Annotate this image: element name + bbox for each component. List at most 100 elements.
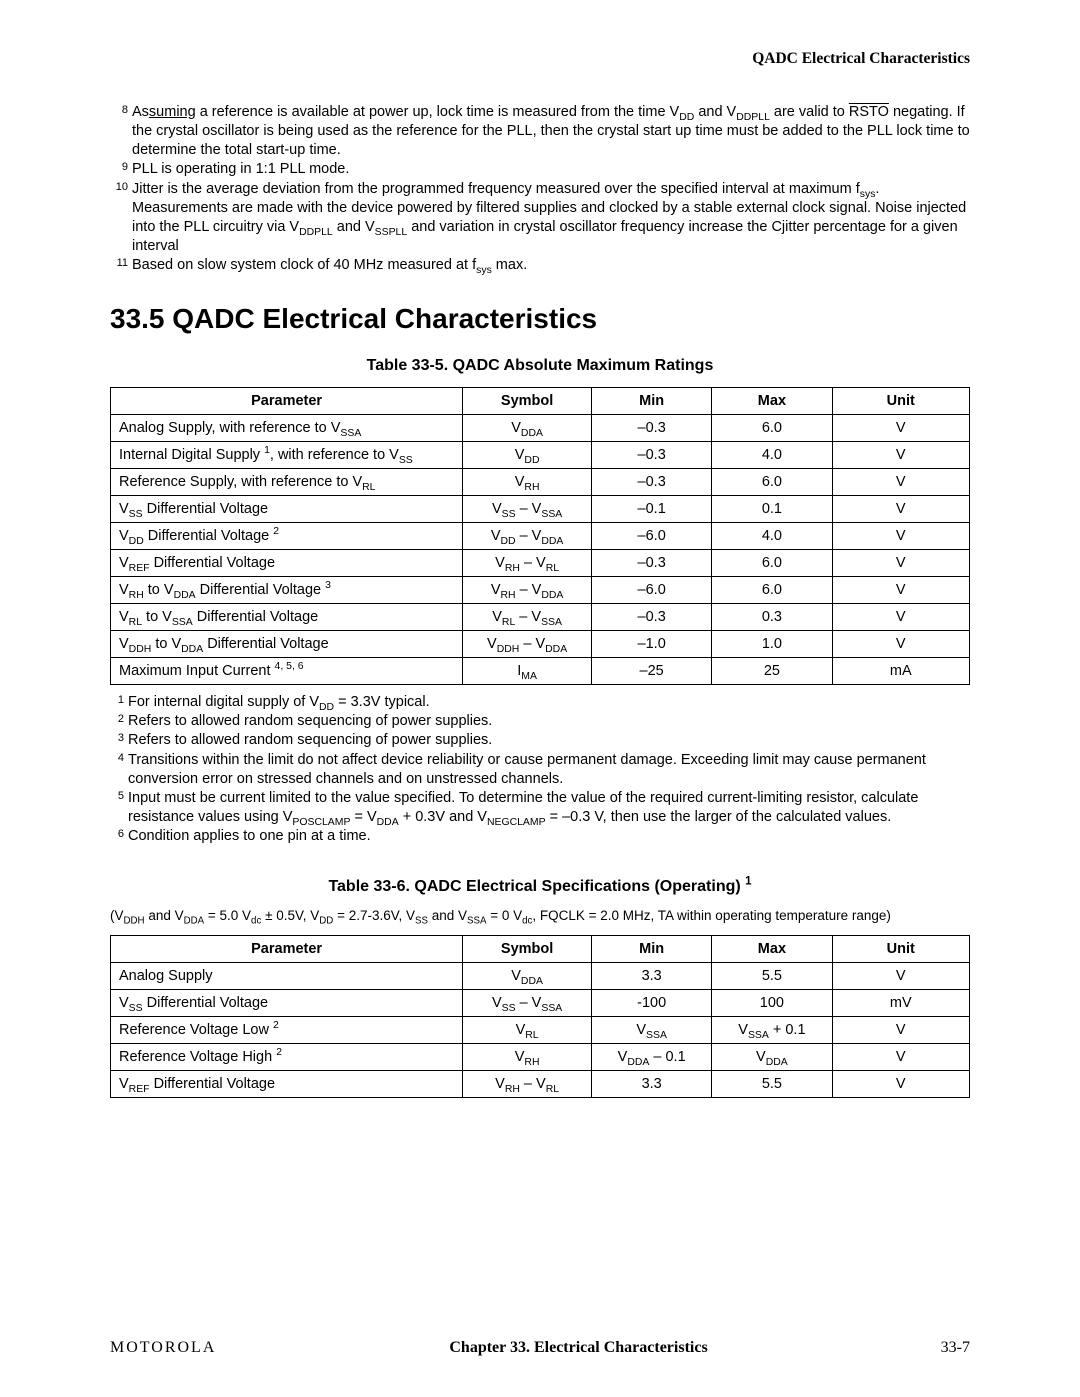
footnote-number: 6 — [110, 827, 128, 846]
footer-chapter: Chapter 33. Electrical Characteristics — [449, 1339, 707, 1357]
cell-parameter: VREF Differential Voltage — [111, 1071, 463, 1098]
cell-unit: V — [832, 604, 969, 631]
cell-max: 25 — [712, 658, 832, 685]
cell-max: 100 — [712, 990, 832, 1017]
footnote-text: Input must be current limited to the val… — [128, 789, 970, 827]
cell-symbol: VSS – VSSA — [463, 990, 592, 1017]
cell-max: 6.0 — [712, 469, 832, 496]
cell-parameter: Internal Digital Supply 1, with referenc… — [111, 442, 463, 469]
running-header: QADC Electrical Characteristics — [110, 50, 970, 68]
cell-max: 1.0 — [712, 631, 832, 658]
cell-symbol: VDDA — [463, 415, 592, 442]
cell-symbol: VRH – VDDA — [463, 577, 592, 604]
cell-max: VDDA — [712, 1044, 832, 1071]
cell-max: 6.0 — [712, 550, 832, 577]
table-title-2: Table 33-6. QADC Electrical Specificatio… — [110, 878, 970, 896]
cell-min: 3.3 — [592, 1071, 712, 1098]
cell-symbol: VDDH – VDDA — [463, 631, 592, 658]
footnote-number: 10 — [110, 180, 132, 257]
table-row: Analog Supply, with reference to VSSAVDD… — [111, 415, 970, 442]
cell-unit: V — [832, 496, 969, 523]
cell-parameter: VSS Differential Voltage — [111, 990, 463, 1017]
col-max: Max — [712, 936, 832, 963]
cell-symbol: VDD – VDDA — [463, 523, 592, 550]
cell-max: 0.1 — [712, 496, 832, 523]
col-unit: Unit — [832, 936, 969, 963]
cell-min: –0.3 — [592, 469, 712, 496]
table-row: VRH to VDDA Differential Voltage 3VRH – … — [111, 577, 970, 604]
table-header-row: Parameter Symbol Min Max Unit — [111, 388, 970, 415]
col-parameter: Parameter — [111, 388, 463, 415]
cell-parameter: VDD Differential Voltage 2 — [111, 523, 463, 550]
cell-min: –0.3 — [592, 415, 712, 442]
cell-symbol: VSS – VSSA — [463, 496, 592, 523]
top-footnotes: 8 Assuming a reference is available at p… — [110, 103, 970, 275]
table-row: VSS Differential VoltageVSS – VSSA–0.10.… — [111, 496, 970, 523]
col-max: Max — [712, 388, 832, 415]
cell-parameter: VDDH to VDDA Differential Voltage — [111, 631, 463, 658]
cell-unit: V — [832, 523, 969, 550]
cell-symbol: IMA — [463, 658, 592, 685]
table-qadc-operating: Parameter Symbol Min Max Unit Analog Sup… — [110, 935, 970, 1098]
footnote-number: 9 — [110, 160, 132, 179]
cell-parameter: Maximum Input Current 4, 5, 6 — [111, 658, 463, 685]
cell-unit: mV — [832, 990, 969, 1017]
cell-symbol: VRH – VRL — [463, 550, 592, 577]
col-min: Min — [592, 936, 712, 963]
footer-brand: MOTOROLA — [110, 1339, 216, 1357]
footer-page-number: 33-7 — [941, 1339, 970, 1357]
table-row: VREF Differential VoltageVRH – VRL3.35.5… — [111, 1071, 970, 1098]
col-unit: Unit — [832, 388, 969, 415]
footnote-text: Jitter is the average deviation from the… — [132, 180, 970, 257]
cell-min: –0.1 — [592, 496, 712, 523]
operating-conditions: (VDDH and VDDA = 5.0 Vdc ± 0.5V, VDD = 2… — [110, 908, 970, 923]
table-row: VDD Differential Voltage 2VDD – VDDA–6.0… — [111, 523, 970, 550]
footnote-text: Based on slow system clock of 40 MHz mea… — [132, 256, 970, 275]
cell-symbol: VDDA — [463, 963, 592, 990]
cell-min: –0.3 — [592, 604, 712, 631]
cell-parameter: Analog Supply, with reference to VSSA — [111, 415, 463, 442]
cell-parameter: Reference Voltage Low 2 — [111, 1017, 463, 1044]
page-footer: MOTOROLA Chapter 33. Electrical Characte… — [110, 1339, 970, 1357]
table-row: Reference Voltage High 2VRHVDDA – 0.1VDD… — [111, 1044, 970, 1071]
cell-min: –25 — [592, 658, 712, 685]
mid-footnotes: 1 For internal digital supply of VDD = 3… — [110, 693, 970, 846]
footnote-number: 2 — [110, 712, 128, 731]
table-row: Maximum Input Current 4, 5, 6IMA–2525mA — [111, 658, 970, 685]
cell-min: VDDA – 0.1 — [592, 1044, 712, 1071]
cell-symbol: VDD — [463, 442, 592, 469]
cell-unit: V — [832, 1017, 969, 1044]
col-symbol: Symbol — [463, 388, 592, 415]
cell-max: 6.0 — [712, 577, 832, 604]
cell-parameter: Reference Supply, with reference to VRL — [111, 469, 463, 496]
footnote-number: 3 — [110, 731, 128, 750]
cell-min: –6.0 — [592, 523, 712, 550]
footnote-text: For internal digital supply of VDD = 3.3… — [128, 693, 970, 712]
cell-symbol: VRL — [463, 1017, 592, 1044]
cell-unit: V — [832, 577, 969, 604]
table-qadc-abs-max: Parameter Symbol Min Max Unit Analog Sup… — [110, 387, 970, 685]
table-row: Analog SupplyVDDA3.35.5V — [111, 963, 970, 990]
cell-max: 5.5 — [712, 1071, 832, 1098]
cell-min: 3.3 — [592, 963, 712, 990]
footnote-text: PLL is operating in 1:1 PLL mode. — [132, 160, 970, 179]
table-row: Internal Digital Supply 1, with referenc… — [111, 442, 970, 469]
table-title-1: Table 33-5. QADC Absolute Maximum Rating… — [110, 357, 970, 375]
cell-symbol: VRL – VSSA — [463, 604, 592, 631]
cell-unit: V — [832, 469, 969, 496]
cell-unit: V — [832, 415, 969, 442]
cell-min: –0.3 — [592, 550, 712, 577]
table-row: Reference Supply, with reference to VRL V… — [111, 469, 970, 496]
section-heading: 33.5 QADC Electrical Characteristics — [110, 303, 970, 335]
cell-max: 0.3 — [712, 604, 832, 631]
footnote-number: 1 — [110, 693, 128, 712]
cell-symbol: VRH – VRL — [463, 1071, 592, 1098]
cell-unit: mA — [832, 658, 969, 685]
footnote-number: 11 — [110, 256, 132, 275]
cell-unit: V — [832, 442, 969, 469]
cell-parameter: Analog Supply — [111, 963, 463, 990]
cell-unit: V — [832, 963, 969, 990]
footnote-text: Condition applies to one pin at a time. — [128, 827, 970, 846]
cell-unit: V — [832, 1044, 969, 1071]
footnote-text: Refers to allowed random sequencing of p… — [128, 731, 970, 750]
